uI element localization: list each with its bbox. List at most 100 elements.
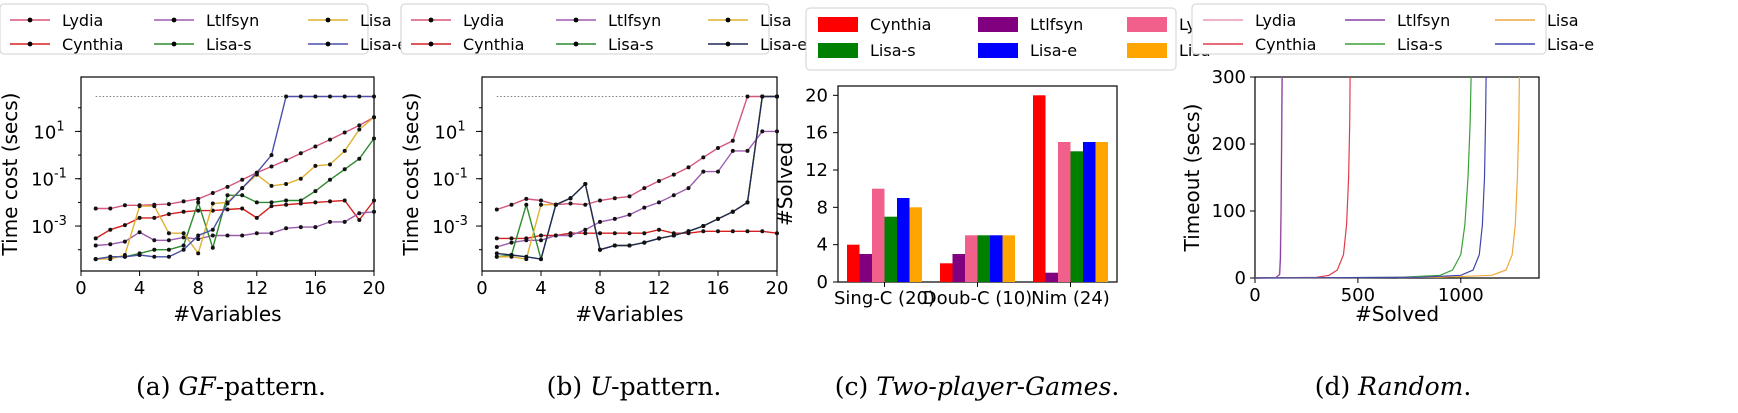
data-point [181,199,186,204]
x-axis: 0 4 8 12 16 20 #Variables [476,271,788,326]
data-point [372,136,376,141]
data-point [196,237,201,242]
data-point [122,223,127,228]
data-point [240,177,245,182]
data-point [657,200,661,205]
x-tick-label: 4 [134,278,145,299]
series-lydia [494,94,779,212]
series-line [95,138,375,260]
y-tick-label: 101 [434,119,465,143]
data-point [313,200,318,205]
data-point [524,196,529,201]
bar-ltlfsyn [1045,272,1058,282]
data-point [612,216,617,221]
data-point [509,240,514,245]
legend: Lydia Ltlfsyn Lisa Cynthia Lisa-s Lisa-e [1191,3,1594,55]
data-point [196,196,201,201]
data-point [225,207,230,212]
legend-label: Lisa-e [1547,35,1594,54]
data-point [342,219,347,224]
data-point [598,219,602,224]
x-tick-label: 1000 [1438,285,1484,306]
series-lisa-e [494,94,779,262]
y-tick-label: 300 [1212,67,1246,88]
data-point [240,193,245,198]
data-point [210,233,215,238]
data-point [775,129,779,134]
data-point [372,115,376,120]
data-point [196,200,201,205]
data-point [372,198,376,203]
data-point [671,172,676,177]
data-point [686,186,691,191]
data-point [494,251,499,256]
bar-lisa-s [1070,151,1083,282]
series-lisa [1254,76,1520,279]
legend-item: Lisa-e [308,35,407,54]
series-lisa-s [93,136,376,262]
data-point [254,170,259,175]
data-point [284,202,289,207]
data-point [122,239,127,244]
data-point [524,238,529,243]
legend-item: Lisa-s [154,35,252,54]
data-point [524,202,529,207]
series-line [95,116,375,210]
legend-marker [325,17,331,23]
data-point [642,205,647,210]
data-point [494,254,499,259]
data-point [284,94,289,99]
data-point [372,209,376,214]
legend-label: Lisa-s [870,41,916,60]
y-tick-label: 4 [817,235,828,256]
data-point [284,226,289,231]
legend-item: Ltlfsyn [978,15,1083,34]
data-point [152,215,157,220]
legend-frame [400,3,770,55]
legend-marker [725,41,731,47]
data-point [716,169,720,174]
legend-item: Cynthia [1203,35,1316,54]
data-point [598,247,602,252]
data-point [745,94,750,99]
legend-label: Lisa-s [608,35,654,54]
series-cynthia [494,227,779,241]
legend-label: Lisa-s [1397,35,1443,54]
data-point [240,233,245,238]
data-point [701,155,706,160]
chart-random: 0 500 1000#Solved 0 100 200 300 Timeout (secs) [1180,67,1540,326]
data-point [686,165,691,170]
data-point [627,194,632,199]
legend-label: Cynthia [870,15,931,34]
legend-item: Ltlfsyn [1345,11,1450,30]
data-point [328,162,332,167]
x-tick-label: 0 [75,278,86,299]
data-point [225,233,230,238]
data-point [568,201,573,206]
data-point [357,156,362,161]
x-tick-label: 20 [363,278,386,299]
y-tick-label: 20 [805,85,828,106]
data-point [328,219,332,224]
data-point [254,231,259,236]
data-point [494,245,499,249]
x-tick-label: 16 [304,278,327,299]
bar-lisa-s [884,216,897,282]
bar-lisa-e [897,198,910,282]
data-point [269,231,274,236]
legend-marker [171,17,177,23]
x-axis: Sing-C (20)Doub-C (10)Nim (24) [834,282,1110,309]
bar-ltlfsyn [859,254,872,282]
data-point [298,201,303,206]
data-point [627,231,632,236]
data-point [745,200,750,205]
data-point [568,233,573,238]
legend-label: Cynthia [62,35,123,54]
data-point [108,242,113,247]
legend-label: Lisa-e [760,35,807,54]
data-point [357,218,362,222]
data-point [196,251,201,256]
data-point [298,176,303,181]
legend-label: Lisa-e [1030,41,1077,60]
y-tick-label: 100 [1212,201,1246,222]
